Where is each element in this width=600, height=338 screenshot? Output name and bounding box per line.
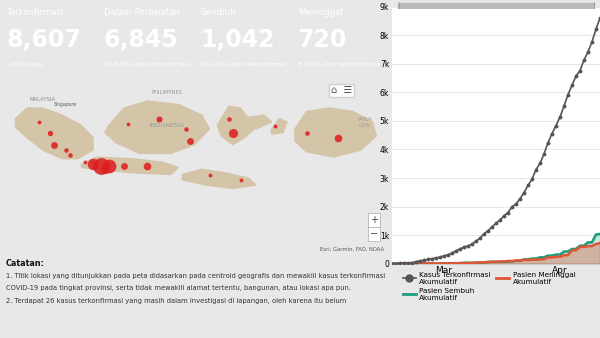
Polygon shape <box>105 101 209 153</box>
Polygon shape <box>16 108 93 159</box>
Bar <box>398 3 594 9</box>
Text: 12.106% dari terkonfirmasi: 12.106% dari terkonfirmasi <box>201 62 286 67</box>
Text: 1,042: 1,042 <box>201 28 275 52</box>
Legend: Kasus Terkonfirmasi
Akumulatif, Pasien Sembuh
Akumulatif, Pasien Meninggal
Akumu: Kasus Terkonfirmasi Akumulatif, Pasien S… <box>400 269 578 304</box>
Text: 8.365% dari terkonfirmasi: 8.365% dari terkonfirmasi <box>298 62 379 67</box>
Polygon shape <box>82 157 178 174</box>
Text: 1. Titik lokasi yang ditunjukkan pada peta didasarkan pada centroid geografis da: 1. Titik lokasi yang ditunjukkan pada pe… <box>6 273 385 279</box>
Text: 8,607: 8,607 <box>7 28 82 52</box>
Text: PAPUA
GUIN: PAPUA GUIN <box>357 117 372 128</box>
Text: 6,845: 6,845 <box>104 28 179 52</box>
Text: Singapore: Singapore <box>55 102 77 107</box>
Text: Sembuh: Sembuh <box>201 8 236 17</box>
Text: Dalam Perawatan: Dalam Perawatan <box>104 8 180 17</box>
Text: Catatan:: Catatan: <box>6 259 44 268</box>
Text: Terkonfirmasi: Terkonfirmasi <box>7 8 64 17</box>
Text: 79.528% dari terkonfirmasi: 79.528% dari terkonfirmasi <box>104 62 190 67</box>
Polygon shape <box>182 169 256 189</box>
Text: Meninggal: Meninggal <box>298 8 343 17</box>
Polygon shape <box>241 115 272 129</box>
Text: PHILIPPINES: PHILIPPINES <box>151 90 182 95</box>
Text: 720: 720 <box>298 28 347 52</box>
Text: MALAYSIA: MALAYSIA <box>29 97 56 102</box>
Text: |: | <box>397 2 400 9</box>
Text: 2. Terdapat 26 kasus terkonfirmasi yang masih dalam investigasi di lapangan, ole: 2. Terdapat 26 kasus terkonfirmasi yang … <box>6 298 346 304</box>
Polygon shape <box>217 106 256 145</box>
Text: −: − <box>370 229 379 239</box>
Text: Esri, Garmin, FAO, NOAA: Esri, Garmin, FAO, NOAA <box>320 246 384 251</box>
Text: |: | <box>593 2 595 9</box>
Text: COVID-19 pada tingkat provinsi, serta tidak mewakili alamat tertentu, bangunan, : COVID-19 pada tingkat provinsi, serta ti… <box>6 285 351 291</box>
Text: +: + <box>370 215 379 225</box>
Polygon shape <box>272 119 287 134</box>
Text: INDONESIA: INDONESIA <box>149 123 184 128</box>
Polygon shape <box>295 108 376 157</box>
Text: ⌂  ☰: ⌂ ☰ <box>331 85 352 95</box>
Text: +396 kasus: +396 kasus <box>7 62 44 67</box>
